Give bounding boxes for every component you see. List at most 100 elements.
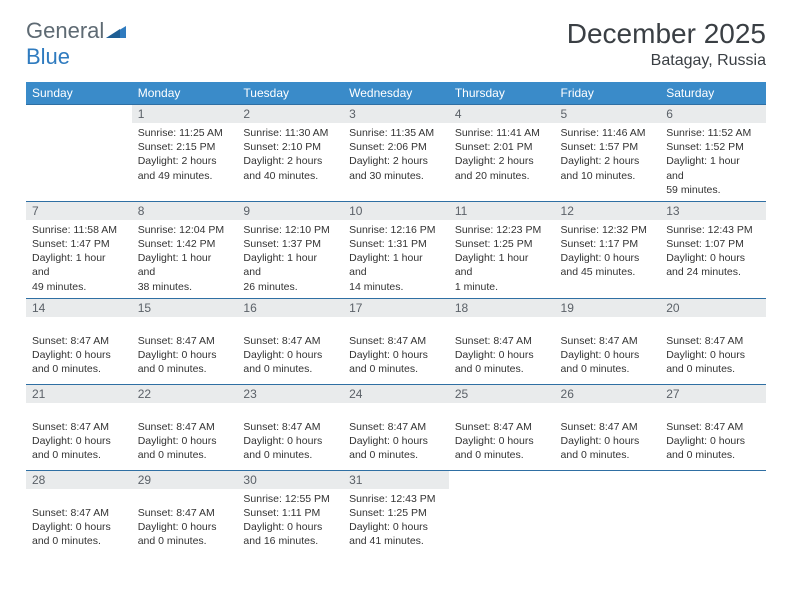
day-line: Sunset: 8:47 AM [455, 420, 549, 434]
day-line: Daylight: 2 hours [561, 154, 655, 168]
day-line: Daylight: 0 hours [138, 434, 232, 448]
day-text: Sunset: 8:47 AMDaylight: 0 hoursand 0 mi… [26, 489, 132, 553]
day-number: 12 [555, 202, 661, 220]
day-line: Sunrise: 12:43 PM [349, 492, 443, 506]
calendar-week-row: 7Sunrise: 11:58 AMSunset: 1:47 PMDayligh… [26, 201, 766, 298]
day-line: and 41 minutes. [349, 534, 443, 548]
logo-part2: Blue [26, 44, 70, 69]
day-number: 24 [343, 385, 449, 403]
day-line: and 0 minutes. [138, 534, 232, 548]
day-number: 3 [343, 105, 449, 123]
day-line: Sunrise: 11:46 AM [561, 126, 655, 140]
day-text: Sunset: 8:47 AMDaylight: 0 hoursand 0 mi… [343, 403, 449, 467]
day-line [666, 406, 760, 420]
day-header: Tuesday [237, 82, 343, 105]
day-line: Sunset: 1:07 PM [666, 237, 760, 251]
day-text: Sunset: 8:47 AMDaylight: 0 hoursand 0 mi… [237, 317, 343, 381]
day-text: Sunset: 8:47 AMDaylight: 0 hoursand 0 mi… [660, 403, 766, 467]
day-line: Sunset: 8:47 AM [32, 420, 126, 434]
day-line: Daylight: 1 hour and [455, 251, 549, 279]
day-line: Sunrise: 11:58 AM [32, 223, 126, 237]
day-header: Thursday [449, 82, 555, 105]
day-line: Sunset: 1:57 PM [561, 140, 655, 154]
day-text: Sunset: 8:47 AMDaylight: 0 hoursand 0 mi… [449, 403, 555, 467]
day-line: Sunrise: 12:43 PM [666, 223, 760, 237]
calendar-cell: 30Sunrise: 12:55 PMSunset: 1:11 PMDaylig… [237, 470, 343, 556]
day-line: and 0 minutes. [243, 362, 337, 376]
day-line: Sunset: 8:47 AM [32, 506, 126, 520]
calendar-cell: 21 Sunset: 8:47 AMDaylight: 0 hoursand 0… [26, 384, 132, 470]
day-line: Sunset: 8:47 AM [32, 334, 126, 348]
day-text: Sunrise: 11:30 AMSunset: 2:10 PMDaylight… [237, 123, 343, 187]
day-number [555, 471, 661, 489]
day-line [455, 406, 549, 420]
day-text: Sunset: 8:47 AMDaylight: 0 hoursand 0 mi… [26, 317, 132, 381]
day-line: Daylight: 0 hours [138, 348, 232, 362]
day-line: and 16 minutes. [243, 534, 337, 548]
day-line: and 0 minutes. [32, 448, 126, 462]
day-line: Daylight: 0 hours [561, 434, 655, 448]
day-text: Sunrise: 12:32 PMSunset: 1:17 PMDaylight… [555, 220, 661, 284]
logo: General Blue [26, 18, 126, 70]
calendar-cell: 27 Sunset: 8:47 AMDaylight: 0 hoursand 0… [660, 384, 766, 470]
calendar-cell: 18 Sunset: 8:47 AMDaylight: 0 hoursand 0… [449, 298, 555, 384]
day-line: Sunrise: 11:35 AM [349, 126, 443, 140]
day-number: 11 [449, 202, 555, 220]
page-subtitle: Batagay, Russia [567, 52, 766, 70]
day-line: 49 minutes. [32, 280, 126, 294]
calendar-cell: 2Sunrise: 11:30 AMSunset: 2:10 PMDayligh… [237, 105, 343, 202]
calendar-cell: 5Sunrise: 11:46 AMSunset: 1:57 PMDayligh… [555, 105, 661, 202]
day-line: 26 minutes. [243, 280, 337, 294]
day-text: Sunrise: 12:04 PMSunset: 1:42 PMDaylight… [132, 220, 238, 298]
day-line: Daylight: 2 hours [243, 154, 337, 168]
day-text: Sunrise: 11:35 AMSunset: 2:06 PMDaylight… [343, 123, 449, 187]
day-number: 8 [132, 202, 238, 220]
calendar-cell: 6Sunrise: 11:52 AMSunset: 1:52 PMDayligh… [660, 105, 766, 202]
day-number: 2 [237, 105, 343, 123]
day-text: Sunrise: 11:46 AMSunset: 1:57 PMDaylight… [555, 123, 661, 187]
day-number: 29 [132, 471, 238, 489]
calendar-cell [449, 470, 555, 556]
day-line: Daylight: 0 hours [32, 434, 126, 448]
day-text [449, 489, 555, 496]
day-line: Daylight: 0 hours [32, 348, 126, 362]
calendar-body: 1Sunrise: 11:25 AMSunset: 2:15 PMDayligh… [26, 105, 766, 557]
day-line: Sunset: 8:47 AM [138, 420, 232, 434]
calendar-cell [660, 470, 766, 556]
day-text: Sunrise: 12:43 PMSunset: 1:25 PMDaylight… [343, 489, 449, 553]
day-line: and 40 minutes. [243, 169, 337, 183]
calendar-cell: 28 Sunset: 8:47 AMDaylight: 0 hoursand 0… [26, 470, 132, 556]
day-line [666, 320, 760, 334]
day-line: Sunrise: 11:25 AM [138, 126, 232, 140]
day-number: 26 [555, 385, 661, 403]
day-text: Sunrise: 12:55 PMSunset: 1:11 PMDaylight… [237, 489, 343, 553]
day-line: Daylight: 0 hours [243, 520, 337, 534]
calendar-table: SundayMondayTuesdayWednesdayThursdayFrid… [26, 82, 766, 556]
day-number: 1 [132, 105, 238, 123]
day-line: Daylight: 0 hours [666, 348, 760, 362]
day-text: Sunrise: 11:58 AMSunset: 1:47 PMDaylight… [26, 220, 132, 298]
day-line [243, 406, 337, 420]
calendar-cell: 11Sunrise: 12:23 PMSunset: 1:25 PMDaylig… [449, 201, 555, 298]
day-text [26, 123, 132, 130]
day-line: Sunset: 8:47 AM [666, 420, 760, 434]
day-number: 14 [26, 299, 132, 317]
day-line: Sunrise: 11:30 AM [243, 126, 337, 140]
day-line: Sunset: 2:01 PM [455, 140, 549, 154]
day-line: Sunset: 8:47 AM [455, 334, 549, 348]
day-line: Daylight: 0 hours [138, 520, 232, 534]
day-line: Daylight: 1 hour and [32, 251, 126, 279]
day-number: 22 [132, 385, 238, 403]
day-line: Sunrise: 11:52 AM [666, 126, 760, 140]
day-line: and 45 minutes. [561, 265, 655, 279]
day-line [561, 406, 655, 420]
day-header: Saturday [660, 82, 766, 105]
day-number: 20 [660, 299, 766, 317]
day-line: Daylight: 2 hours [349, 154, 443, 168]
day-line: Sunset: 1:25 PM [455, 237, 549, 251]
day-line: Sunset: 8:47 AM [138, 334, 232, 348]
day-number: 30 [237, 471, 343, 489]
day-line: Sunset: 1:37 PM [243, 237, 337, 251]
calendar-cell: 25 Sunset: 8:47 AMDaylight: 0 hoursand 0… [449, 384, 555, 470]
day-line: and 0 minutes. [243, 448, 337, 462]
